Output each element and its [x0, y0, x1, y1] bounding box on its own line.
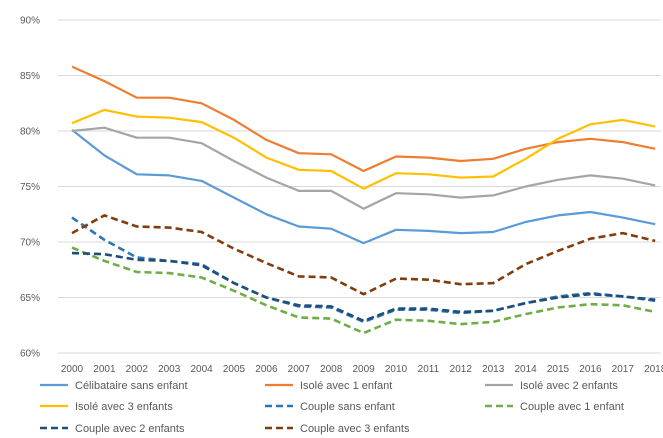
series-line	[71, 216, 656, 324]
x-axis-labels: 2000 2001 2002 2003 2004 2005 2006 2007 2008 2009…	[61, 364, 663, 375]
x-tick-label: 2011	[418, 364, 440, 375]
x-tick-label: 2001	[93, 364, 116, 375]
legend-label: Isolé avec 1 enfant	[300, 380, 392, 392]
x-tick-label: 2003	[158, 364, 181, 375]
series-line	[71, 65, 656, 173]
x-tick-label: 2008	[320, 364, 343, 375]
x-tick-label: 2014	[514, 364, 537, 375]
x-tick-label: 2006	[255, 364, 278, 375]
x-tick-label: 2015	[547, 364, 570, 375]
x-tick-label: 2013	[482, 364, 505, 375]
x-tick-label: 2005	[223, 364, 246, 375]
x-tick-label: 2018	[644, 364, 663, 375]
legend-label: Couple sans enfant	[300, 401, 395, 413]
legend-label: Couple avec 2 enfants	[75, 423, 185, 435]
legend-label: Isolé avec 2 enfants	[520, 380, 618, 392]
series-line	[71, 126, 656, 210]
x-tick-label: 2007	[288, 364, 311, 375]
series-lines	[71, 65, 656, 335]
series-line	[71, 108, 656, 190]
series-line	[71, 129, 656, 245]
legend-label: Célibataire sans enfant	[75, 380, 188, 392]
series-line	[71, 251, 656, 323]
y-tick-label: 75%	[20, 182, 40, 193]
legend-label: Couple avec 3 enfants	[300, 423, 410, 435]
x-tick-label: 2000	[61, 364, 84, 375]
y-tick-label: 70%	[20, 238, 40, 249]
x-tick-label: 2004	[190, 364, 213, 375]
x-tick-label: 2002	[126, 364, 149, 375]
y-tick-label: 80%	[20, 127, 40, 138]
legend-label: Isolé avec 3 enfants	[75, 401, 173, 413]
y-tick-label: 65%	[20, 293, 40, 304]
x-tick-label: 2012	[450, 364, 473, 375]
y-axis-labels: 60% 65% 70% 75% 80% 85% 90%	[20, 16, 40, 360]
x-tick-label: 2016	[579, 364, 602, 375]
y-tick-label: 85%	[20, 71, 40, 82]
series-line	[71, 246, 656, 335]
y-tick-label: 90%	[20, 16, 40, 27]
legend: Célibataire sans enfant Isolé avec 1 enfa…	[40, 380, 624, 435]
y-tick-label: 60%	[20, 349, 40, 360]
x-tick-label: 2009	[352, 364, 375, 375]
series-line	[71, 214, 656, 296]
legend-label: Couple avec 1 enfant	[520, 401, 624, 413]
x-tick-label: 2017	[612, 364, 635, 375]
x-tick-label: 2010	[385, 364, 408, 375]
